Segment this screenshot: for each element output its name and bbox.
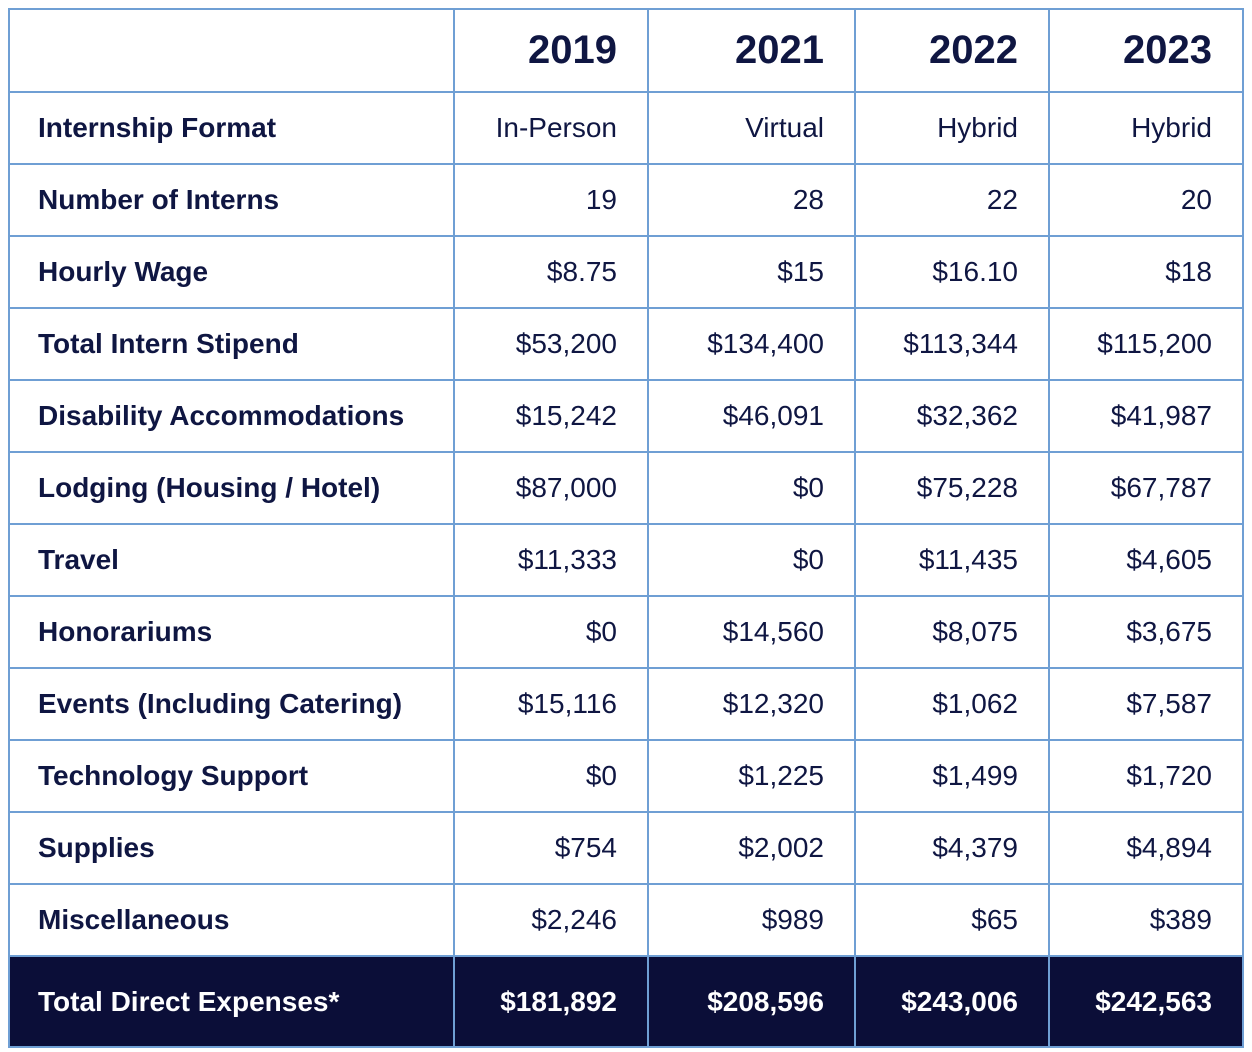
row-label: Disability Accommodations	[8, 379, 455, 453]
cell: $2,002	[647, 811, 856, 885]
total-row: Total Direct Expenses* $181,892 $208,596 $2…	[8, 955, 1244, 1048]
cell: 28	[647, 163, 856, 237]
row-label: Honorariums	[8, 595, 455, 669]
table-row: Miscellaneous $2,246 $989 $65 $389	[8, 883, 1244, 957]
cell: $12,320	[647, 667, 856, 741]
cell: $75,228	[854, 451, 1050, 525]
cell: $754	[453, 811, 649, 885]
cell: $1,225	[647, 739, 856, 813]
cell: $65	[854, 883, 1050, 957]
cell: $4,894	[1048, 811, 1244, 885]
cell: $16.10	[854, 235, 1050, 309]
cell: $8,075	[854, 595, 1050, 669]
column-header: 2019	[453, 8, 649, 93]
cell: $46,091	[647, 379, 856, 453]
column-header: 2022	[854, 8, 1050, 93]
expense-table: 2019 2021 2022 2023 Internship Format In-Per…	[8, 8, 1244, 1048]
column-header: 2021	[647, 8, 856, 93]
table-row: Internship Format In-Person Virtual Hybrid H…	[8, 91, 1244, 165]
cell: Hybrid	[854, 91, 1050, 165]
cell: $11,333	[453, 523, 649, 597]
header-row: 2019 2021 2022 2023	[8, 8, 1244, 93]
row-label: Hourly Wage	[8, 235, 455, 309]
total-cell: $208,596	[647, 955, 856, 1048]
row-label: Internship Format	[8, 91, 455, 165]
cell: Virtual	[647, 91, 856, 165]
cell: $53,200	[453, 307, 649, 381]
cell: $0	[647, 451, 856, 525]
cell: $389	[1048, 883, 1244, 957]
row-label: Number of Interns	[8, 163, 455, 237]
table-row: Number of Interns 19 28 22 20	[8, 163, 1244, 237]
cell: $18	[1048, 235, 1244, 309]
total-cell: $243,006	[854, 955, 1050, 1048]
cell: $4,605	[1048, 523, 1244, 597]
cell: $115,200	[1048, 307, 1244, 381]
total-cell: $242,563	[1048, 955, 1244, 1048]
corner-cell	[8, 8, 455, 93]
cell: $15,242	[453, 379, 649, 453]
cell: $1,062	[854, 667, 1050, 741]
table-row: Lodging (Housing / Hotel) $87,000 $0 $75,22…	[8, 451, 1244, 525]
cell: $113,344	[854, 307, 1050, 381]
cell: $8.75	[453, 235, 649, 309]
table-row: Disability Accommodations $15,242 $46,091 $…	[8, 379, 1244, 453]
table-row: Travel $11,333 $0 $11,435 $4,605	[8, 523, 1244, 597]
cell: $67,787	[1048, 451, 1244, 525]
row-label: Total Intern Stipend	[8, 307, 455, 381]
table-row: Events (Including Catering) $15,116 $12,32…	[8, 667, 1244, 741]
cell: $11,435	[854, 523, 1050, 597]
cell: $134,400	[647, 307, 856, 381]
row-label: Lodging (Housing / Hotel)	[8, 451, 455, 525]
cell: 20	[1048, 163, 1244, 237]
cell: $87,000	[453, 451, 649, 525]
cell: $4,379	[854, 811, 1050, 885]
cell: $0	[453, 739, 649, 813]
cell: 22	[854, 163, 1050, 237]
cell: $1,499	[854, 739, 1050, 813]
total-cell: $181,892	[453, 955, 649, 1048]
table-row: Technology Support $0 $1,225 $1,499 $1,720	[8, 739, 1244, 813]
row-label: Events (Including Catering)	[8, 667, 455, 741]
cell: $15,116	[453, 667, 649, 741]
total-label: Total Direct Expenses*	[8, 955, 455, 1048]
table-row: Honorariums $0 $14,560 $8,075 $3,675	[8, 595, 1244, 669]
cell: $7,587	[1048, 667, 1244, 741]
cell: Hybrid	[1048, 91, 1244, 165]
cell: $0	[453, 595, 649, 669]
cell: In-Person	[453, 91, 649, 165]
table-row: Supplies $754 $2,002 $4,379 $4,894	[8, 811, 1244, 885]
table-row: Hourly Wage $8.75 $15 $16.10 $18	[8, 235, 1244, 309]
cell: $14,560	[647, 595, 856, 669]
table-row: Total Intern Stipend $53,200 $134,400 $113,…	[8, 307, 1244, 381]
cell: $989	[647, 883, 856, 957]
column-header: 2023	[1048, 8, 1244, 93]
row-label: Travel	[8, 523, 455, 597]
cell: $15	[647, 235, 856, 309]
cell: $0	[647, 523, 856, 597]
cell: $41,987	[1048, 379, 1244, 453]
cell: 19	[453, 163, 649, 237]
cell: $1,720	[1048, 739, 1244, 813]
table-body: Internship Format In-Person Virtual Hybrid H…	[8, 91, 1244, 1048]
row-label: Technology Support	[8, 739, 455, 813]
cell: $2,246	[453, 883, 649, 957]
cell: $3,675	[1048, 595, 1244, 669]
cell: $32,362	[854, 379, 1050, 453]
row-label: Miscellaneous	[8, 883, 455, 957]
row-label: Supplies	[8, 811, 455, 885]
